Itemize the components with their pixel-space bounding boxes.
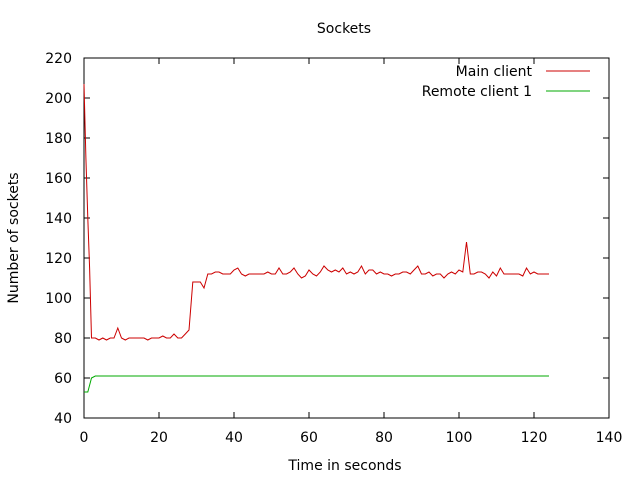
x-axis: 0 20 40 60 80 100 120 140 <box>80 58 623 446</box>
chart-title: Sockets <box>317 21 371 37</box>
x-tick-label: 140 <box>596 430 623 446</box>
y-axis-label: Number of sockets <box>6 172 22 303</box>
y-tick-label: 220 <box>45 51 72 67</box>
legend-label: Remote client 1 <box>422 84 532 100</box>
x-tick-label: 80 <box>375 430 393 446</box>
x-tick-label: 0 <box>80 430 89 446</box>
x-tick-label: 20 <box>150 430 168 446</box>
x-tick-label: 60 <box>300 430 318 446</box>
y-tick-label: 40 <box>54 411 72 427</box>
x-axis-label: Time in seconds <box>287 458 401 474</box>
y-tick-label: 160 <box>45 171 72 187</box>
y-tick-label: 180 <box>45 131 72 147</box>
y-tick-label: 200 <box>45 91 72 107</box>
y-axis: 40 60 80 100 120 140 160 180 200 220 <box>45 51 609 427</box>
x-tick-label: 40 <box>225 430 243 446</box>
y-tick-label: 80 <box>54 331 72 347</box>
series-line <box>83 83 549 341</box>
y-tick-label: 100 <box>45 291 72 307</box>
y-tick-label: 60 <box>54 371 72 387</box>
y-tick-label: 140 <box>45 211 72 227</box>
plot-frame <box>83 57 610 419</box>
x-tick-label: 100 <box>446 430 473 446</box>
series-line <box>84 375 549 393</box>
x-tick-label: 120 <box>521 430 548 446</box>
legend: Main client Remote client 1 <box>422 64 590 100</box>
legend-label: Main client <box>456 64 533 80</box>
y-tick-label: 120 <box>45 251 72 267</box>
series-group <box>83 83 549 393</box>
